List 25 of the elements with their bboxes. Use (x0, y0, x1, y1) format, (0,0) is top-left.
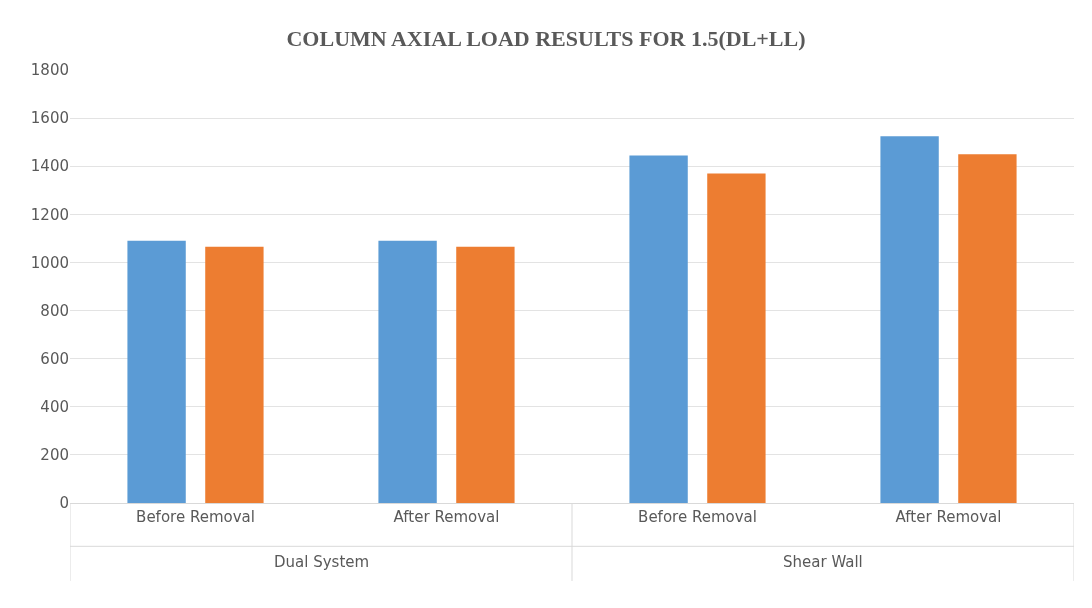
y-tick-label: 600 (40, 349, 69, 368)
bar (707, 173, 766, 503)
chart-title: COLUMN AXIAL LOAD RESULTS FOR 1.5(DL+LL) (286, 25, 806, 51)
y-tick-label: 1400 (30, 157, 69, 176)
y-tick-label: 800 (40, 301, 69, 320)
x-tick-label: Before Removal (638, 508, 757, 526)
y-tick-label: 1600 (30, 109, 69, 128)
y-tick-label: 1800 (30, 61, 69, 80)
y-tick-label: 1000 (30, 253, 69, 272)
bar (880, 136, 939, 503)
bar (127, 240, 186, 503)
text: Dual System (274, 553, 370, 571)
y-tick-label: 200 (40, 446, 69, 465)
x-tick-label: After Removal (393, 508, 500, 526)
bar (456, 246, 515, 503)
y-tick-label: 400 (40, 398, 69, 417)
bar (629, 155, 688, 503)
x-tick-label: Before Removal (136, 508, 255, 526)
y-tick-label: 1200 (30, 205, 69, 224)
bar (958, 154, 1017, 503)
x-tick-label: After Removal (895, 508, 1002, 526)
text: Shear Wall (783, 553, 863, 571)
bar (205, 246, 264, 503)
y-tick-label: 0 (59, 494, 69, 513)
bar (378, 240, 437, 503)
